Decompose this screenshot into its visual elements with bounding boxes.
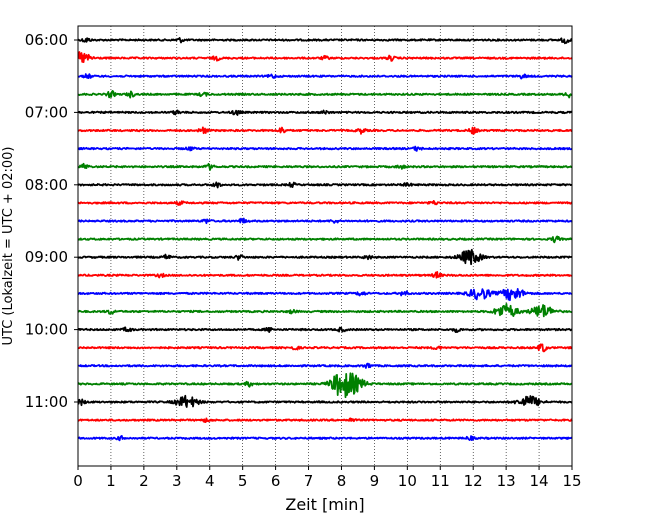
plot-frame — [77, 25, 573, 467]
trace-1000 — [77, 326, 573, 333]
y-tick-label: 09:00 — [25, 248, 68, 266]
y-tick-label: 11:00 — [25, 393, 68, 411]
trace-1100 — [77, 394, 573, 408]
trace-1015 — [77, 343, 573, 353]
minute-gridlines — [110, 26, 540, 466]
trace-0630 — [77, 73, 573, 80]
y-tick-label: 06:00 — [25, 31, 68, 49]
x-tick-label: 11 — [431, 472, 450, 490]
y-axis-ticks: 06:00 07:00 08:00 09:00 10:00 11:00 — [25, 31, 78, 411]
x-tick-label: 6 — [271, 472, 281, 490]
trace-0830 — [77, 217, 573, 225]
x-tick-label: 9 — [370, 472, 380, 490]
trace-0715 — [77, 126, 573, 135]
trace-1045 — [77, 372, 573, 399]
trace-0700 — [77, 109, 573, 116]
trace-1115 — [77, 417, 573, 423]
trace-1130 — [77, 435, 573, 442]
y-tick-label: 07:00 — [25, 103, 68, 121]
seismic-traces — [77, 37, 573, 442]
trace-0815 — [77, 200, 573, 206]
x-tick-label: 7 — [304, 472, 314, 490]
trace-0845 — [77, 235, 573, 244]
x-axis-ticks: 0 1 2 3 4 5 6 7 8 9 10 11 12 13 14 15 — [73, 466, 582, 490]
x-tick-label: 3 — [172, 472, 182, 490]
x-tick-label: 10 — [398, 472, 417, 490]
trace-0745 — [77, 162, 573, 171]
trace-0800 — [77, 181, 573, 189]
x-tick-label: 13 — [497, 472, 516, 490]
x-tick-label: 1 — [106, 472, 116, 490]
trace-0615 — [77, 51, 573, 63]
x-tick-label: 2 — [139, 472, 149, 490]
trace-0730 — [77, 145, 573, 152]
y-tick-label: 08:00 — [25, 176, 68, 194]
x-tick-label: 8 — [337, 472, 347, 490]
trace-0600 — [77, 37, 573, 45]
x-tick-label: 12 — [464, 472, 483, 490]
trace-0930 — [77, 288, 573, 302]
y-tick-label: 10:00 — [25, 321, 68, 339]
plot-background — [78, 26, 572, 466]
y-axis-label: UTC (Lokalzeit = UTC + 02:00) — [1, 147, 16, 346]
x-tick-label: 14 — [530, 472, 549, 490]
trace-0915 — [77, 271, 573, 279]
trace-1030 — [77, 362, 573, 369]
trace-0900 — [77, 248, 573, 266]
trace-0645 — [77, 90, 573, 99]
x-tick-label: 5 — [238, 472, 248, 490]
x-axis-label: Zeit [min] — [285, 495, 364, 514]
trace-0945 — [77, 303, 573, 318]
x-tick-label: 15 — [562, 472, 581, 490]
x-tick-label: 0 — [73, 472, 83, 490]
x-tick-label: 4 — [205, 472, 215, 490]
